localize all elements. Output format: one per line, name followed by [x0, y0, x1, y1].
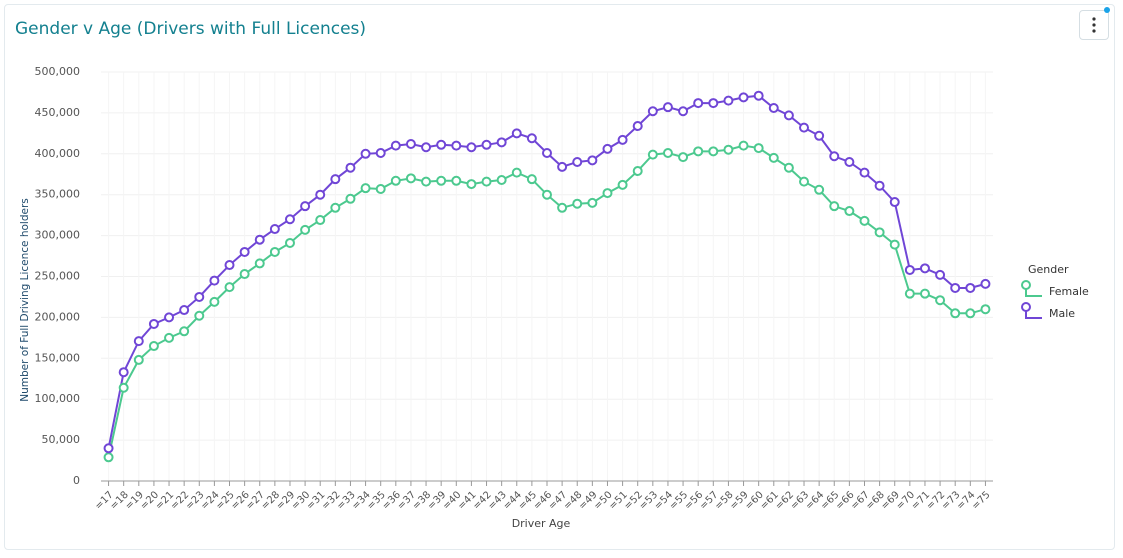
- chart-card: [4, 4, 1115, 550]
- menu-icon: [1092, 17, 1096, 33]
- menu-button[interactable]: [1079, 10, 1109, 40]
- notification-dot: [1104, 7, 1110, 13]
